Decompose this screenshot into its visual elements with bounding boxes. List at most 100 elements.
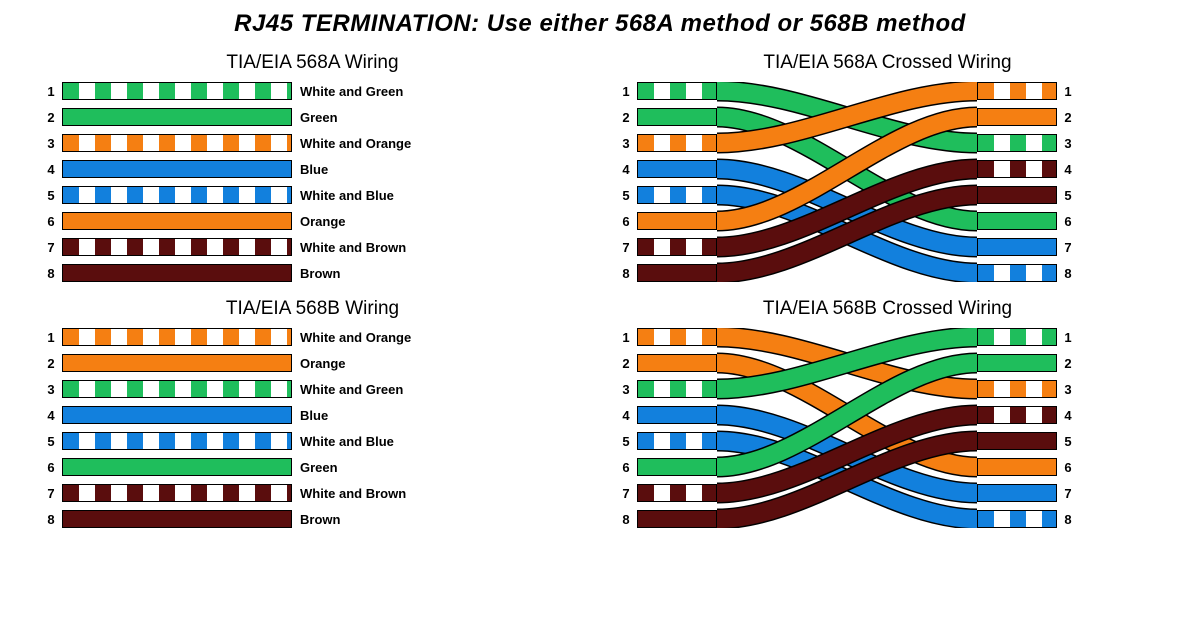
wire-bar xyxy=(62,354,292,372)
wire-label: White and Brown xyxy=(300,240,406,255)
wire-label: Green xyxy=(300,460,338,475)
pin-number: 3 xyxy=(615,136,637,151)
wire-bar xyxy=(637,238,717,256)
pin-number: 5 xyxy=(40,434,62,449)
wire-bar xyxy=(637,212,717,230)
pin-number: 6 xyxy=(40,214,62,229)
panel-568a-crossed: TIA/EIA 568A Crossed Wiring 123456781234… xyxy=(615,50,1160,282)
wire-bar xyxy=(977,432,1057,450)
panel-title: TIA/EIA 568A Wiring xyxy=(40,52,585,74)
wire-row: 8Brown xyxy=(40,264,585,282)
wire-row: 8 xyxy=(977,264,1079,282)
pin-number: 4 xyxy=(40,162,62,177)
pin-number: 2 xyxy=(40,356,62,371)
wire-bar xyxy=(62,328,292,346)
pin-number: 1 xyxy=(1057,330,1079,345)
wire-row: 5 White and Blue xyxy=(40,432,585,450)
wire-label: White and Blue xyxy=(300,188,394,203)
wire-bar xyxy=(62,238,292,256)
wire-bar xyxy=(62,212,292,230)
wire-bar xyxy=(977,186,1057,204)
wire-bar xyxy=(637,264,717,282)
wire-row: 5 xyxy=(615,432,717,450)
wire-row: 5 xyxy=(615,186,717,204)
pin-number: 2 xyxy=(40,110,62,125)
wire-row: 5 xyxy=(977,432,1079,450)
pin-number: 2 xyxy=(615,110,637,125)
crossover-diagram xyxy=(717,328,977,528)
pin-number: 2 xyxy=(615,356,637,371)
wire-row: 8 xyxy=(615,510,717,528)
wire-bar xyxy=(977,160,1057,178)
wire-row: 3 xyxy=(615,134,717,152)
wire-row: 2 xyxy=(977,108,1079,126)
wire-bar xyxy=(62,134,292,152)
pin-number: 7 xyxy=(1057,486,1079,501)
wire-row: 4 xyxy=(615,160,717,178)
wire-bar xyxy=(977,380,1057,398)
panel-title: TIA/EIA 568B Crossed Wiring xyxy=(615,298,1160,320)
pin-number: 2 xyxy=(1057,356,1079,371)
pin-number: 3 xyxy=(615,382,637,397)
wire-bar xyxy=(637,432,717,450)
wire-bar xyxy=(62,186,292,204)
wire-bar xyxy=(62,82,292,100)
wire-label: Brown xyxy=(300,512,340,527)
wire-row: 5 xyxy=(977,186,1079,204)
wire-bar xyxy=(637,380,717,398)
pin-number: 6 xyxy=(615,214,637,229)
wire-row: 2 xyxy=(977,354,1079,372)
crossover-diagram xyxy=(717,82,977,282)
wire-bar xyxy=(637,484,717,502)
pin-number: 1 xyxy=(1057,84,1079,99)
wire-bar xyxy=(977,82,1057,100)
pin-number: 3 xyxy=(40,382,62,397)
pin-number: 6 xyxy=(615,460,637,475)
wire-bar xyxy=(977,108,1057,126)
pin-number: 5 xyxy=(615,188,637,203)
wire-row: 1 xyxy=(615,82,717,100)
wire-label: White and Blue xyxy=(300,434,394,449)
wire-label: Green xyxy=(300,110,338,125)
pin-number: 3 xyxy=(40,136,62,151)
pin-number: 1 xyxy=(615,330,637,345)
wire-bar xyxy=(977,406,1057,424)
pin-number: 4 xyxy=(40,408,62,423)
wire-row: 8 xyxy=(615,264,717,282)
pin-number: 4 xyxy=(1057,162,1079,177)
wire-row: 2 xyxy=(615,108,717,126)
wire-row: 6 xyxy=(977,458,1079,476)
wire-row: 6Green xyxy=(40,458,585,476)
wire-label: Blue xyxy=(300,162,328,177)
wire-bar xyxy=(637,406,717,424)
wire-row: 4Blue xyxy=(40,406,585,424)
pin-number: 8 xyxy=(1057,512,1079,527)
wire-bar xyxy=(977,328,1057,346)
wire-row: 1 xyxy=(977,328,1079,346)
pin-number: 7 xyxy=(40,486,62,501)
panel-568a-straight: TIA/EIA 568A Wiring 1White and Green2Gre… xyxy=(40,50,585,282)
wire-row: 4 xyxy=(977,406,1079,424)
pin-number: 8 xyxy=(1057,266,1079,281)
pin-number: 2 xyxy=(1057,110,1079,125)
pin-number: 4 xyxy=(1057,408,1079,423)
panel-568b-crossed: TIA/EIA 568B Crossed Wiring 123456781234… xyxy=(615,296,1160,528)
panel-title: TIA/EIA 568B Wiring xyxy=(40,298,585,320)
wire-bar xyxy=(637,82,717,100)
wire-label: White and Green xyxy=(300,382,403,397)
pin-number: 8 xyxy=(615,512,637,527)
wire-row: 7 xyxy=(977,238,1079,256)
pin-number: 6 xyxy=(1057,460,1079,475)
wire-row: 1White and Orange xyxy=(40,328,585,346)
pin-number: 5 xyxy=(615,434,637,449)
wire-row: 4 xyxy=(977,160,1079,178)
wire-bar xyxy=(977,484,1057,502)
pin-number: 7 xyxy=(615,486,637,501)
wire-row: 3 xyxy=(615,380,717,398)
wire-bar xyxy=(637,108,717,126)
wire-row: 3 xyxy=(977,134,1079,152)
wire-label: Brown xyxy=(300,266,340,281)
wire-label: White and Orange xyxy=(300,330,411,345)
wire-bar xyxy=(977,212,1057,230)
wire-label: White and Brown xyxy=(300,486,406,501)
